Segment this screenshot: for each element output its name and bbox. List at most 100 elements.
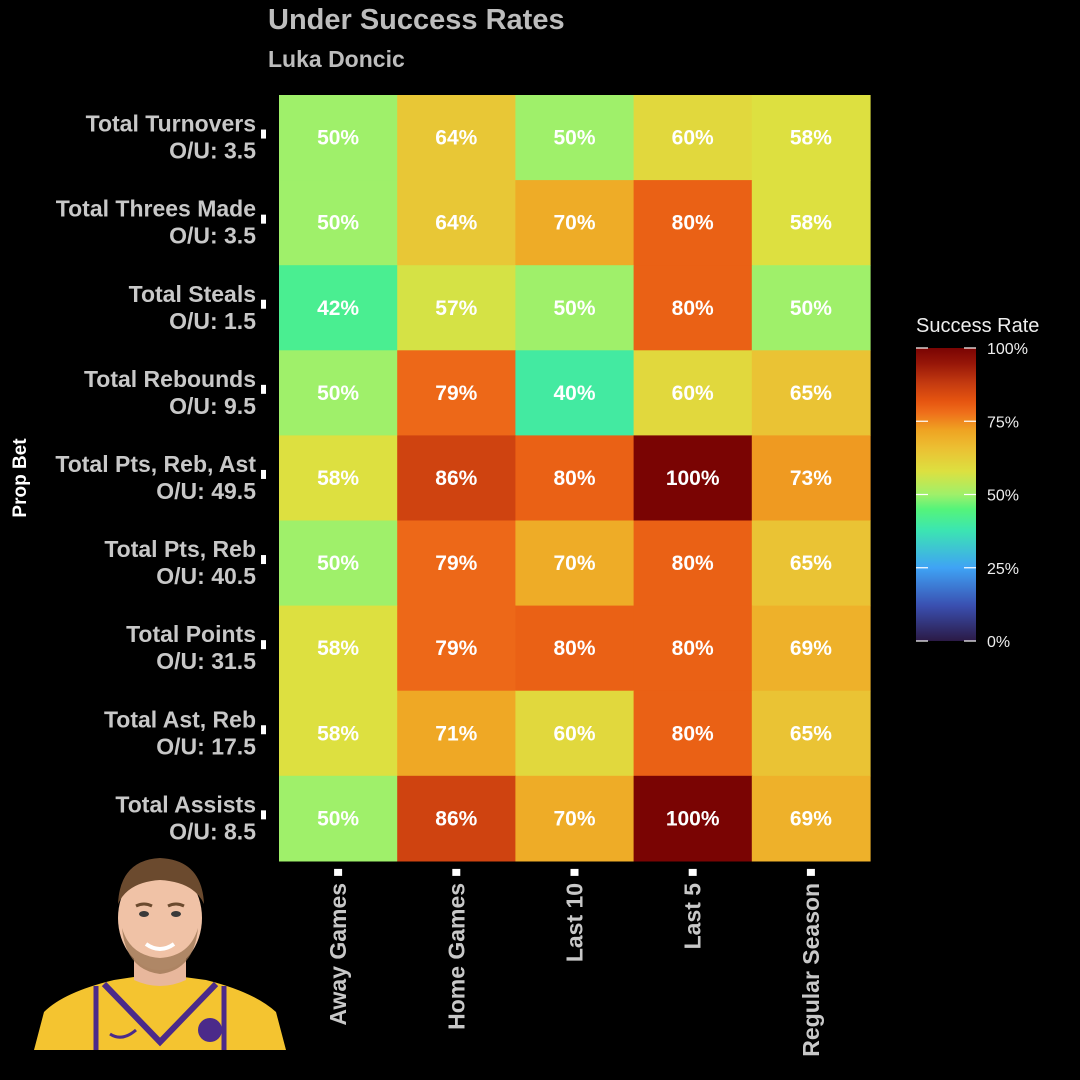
cell-value-label: 79% bbox=[435, 552, 477, 575]
legend-ticks: 0% 25% 50% 75% 100% bbox=[916, 341, 1028, 651]
cell-value-label: 58% bbox=[317, 467, 359, 490]
cell-value-label: 58% bbox=[317, 637, 359, 660]
cell-value-label: 70% bbox=[553, 212, 595, 235]
cell-value-label: 40% bbox=[553, 382, 595, 405]
heatmap-cell bbox=[279, 690, 398, 777]
row-label-name: Total Pts, Reb, Ast bbox=[55, 451, 256, 477]
heatmap-cell bbox=[751, 95, 871, 181]
cell-value-label: 65% bbox=[790, 382, 832, 405]
row-label-line: O/U: 8.5 bbox=[169, 818, 256, 844]
legend-tick-label: 50% bbox=[987, 488, 1019, 505]
row-tick bbox=[261, 725, 266, 735]
cell-value-label: 80% bbox=[672, 297, 714, 320]
row-label-line: O/U: 9.5 bbox=[169, 393, 256, 419]
cell-value-label: 65% bbox=[790, 722, 832, 745]
heatmap-cell bbox=[751, 265, 871, 351]
heatmap-cell bbox=[515, 180, 635, 266]
heatmap-cell bbox=[633, 605, 753, 692]
row-label-line: O/U: 31.5 bbox=[156, 648, 256, 674]
cell-value-label: 42% bbox=[317, 297, 359, 320]
cell-value-label: 60% bbox=[672, 382, 714, 405]
cell-value-label: 71% bbox=[435, 722, 477, 745]
heatmap-cell bbox=[751, 435, 871, 522]
heatmap-cell bbox=[397, 350, 516, 436]
chart-subtitle: Luka Doncic bbox=[268, 46, 405, 72]
column-tick bbox=[806, 868, 815, 876]
heatmap-cell bbox=[397, 95, 516, 181]
legend-title: Success Rate bbox=[916, 315, 1039, 337]
cell-value-label: 58% bbox=[317, 722, 359, 745]
heatmap-cell bbox=[279, 435, 398, 522]
cell-value-label: 80% bbox=[553, 467, 595, 490]
heatmap-cell bbox=[633, 690, 753, 777]
column-tick bbox=[688, 868, 697, 876]
cell-value-label: 50% bbox=[317, 382, 359, 405]
heatmap-cell bbox=[279, 180, 398, 266]
cell-value-label: 58% bbox=[790, 127, 832, 150]
legend-tick-label: 0% bbox=[987, 634, 1010, 651]
heatmap-cell bbox=[279, 95, 398, 181]
row-label-name: Total Steals bbox=[129, 281, 256, 307]
column-tick bbox=[570, 868, 579, 876]
row-tick bbox=[261, 384, 266, 394]
heatmap-cell bbox=[633, 435, 753, 522]
heatmap-cell bbox=[279, 350, 398, 436]
heatmap-cell bbox=[515, 435, 635, 522]
row-label-name: Total Rebounds bbox=[84, 366, 256, 392]
cell-value-label: 80% bbox=[553, 637, 595, 660]
cell-value-label: 86% bbox=[435, 807, 477, 830]
heatmap-cell bbox=[515, 605, 635, 692]
row-label-line: O/U: 40.5 bbox=[156, 563, 256, 589]
heatmap-cell bbox=[279, 605, 398, 692]
cell-value-label: 50% bbox=[317, 127, 359, 150]
cell-value-label: 80% bbox=[672, 212, 714, 235]
heatmap-cell bbox=[633, 180, 753, 266]
cell-value-label: 70% bbox=[553, 552, 595, 575]
heatmap-cell bbox=[397, 775, 516, 862]
cell-value-label: 80% bbox=[672, 722, 714, 745]
heatmap-cell bbox=[397, 435, 516, 522]
heatmap-cell bbox=[515, 265, 635, 351]
row-label-line: O/U: 1.5 bbox=[169, 308, 256, 334]
cell-value-label: 100% bbox=[666, 467, 720, 490]
cell-value-label: 80% bbox=[672, 552, 714, 575]
color-legend: Success Rate 0% 25% 50% 75% 100% bbox=[916, 315, 1039, 651]
heatmap-cell bbox=[515, 690, 635, 777]
legend-tick-label: 25% bbox=[987, 561, 1019, 578]
heatmap-cell bbox=[751, 690, 871, 777]
column-label: Home Games bbox=[443, 883, 469, 1030]
row-label-name: Total Pts, Reb bbox=[104, 536, 256, 562]
heatmap-cell bbox=[633, 520, 753, 607]
row-tick bbox=[261, 640, 266, 650]
heatmap-cell bbox=[633, 95, 753, 181]
heatmap-cell bbox=[279, 520, 398, 607]
row-label-line: O/U: 3.5 bbox=[169, 138, 256, 164]
heatmap-cell bbox=[397, 605, 516, 692]
heatmap-cell bbox=[279, 775, 398, 862]
heatmap-cell bbox=[633, 350, 753, 436]
cell-value-label: 64% bbox=[435, 127, 477, 150]
cell-value-label: 50% bbox=[790, 297, 832, 320]
row-label-name: Total Ast, Reb bbox=[104, 706, 256, 732]
column-label: Away Games bbox=[325, 883, 351, 1026]
row-tick bbox=[261, 469, 266, 479]
cell-value-label: 79% bbox=[435, 637, 477, 660]
chart-title: Under Success Rates bbox=[268, 4, 565, 36]
player-headshot bbox=[34, 858, 286, 1050]
legend-tick-label: 75% bbox=[987, 414, 1019, 431]
heatmap-cell bbox=[751, 180, 871, 266]
heatmap-cells: 50% 64% 50% 60% 58% 50% 64% 70% 80% 58% 42% 57% 50% 8… bbox=[279, 95, 871, 862]
column-labels: Away Games Home Games Last 10 Last 5 Regular… bbox=[325, 868, 824, 1057]
column-tick bbox=[452, 868, 461, 876]
cell-value-label: 50% bbox=[317, 807, 359, 830]
cell-value-label: 58% bbox=[790, 212, 832, 235]
heatmap-cell bbox=[397, 520, 516, 607]
heatmap-cell bbox=[397, 690, 516, 777]
heatmap-cell bbox=[397, 265, 516, 351]
cell-value-label: 50% bbox=[553, 127, 595, 150]
heatmap-cell bbox=[751, 350, 871, 436]
row-tick bbox=[261, 129, 266, 139]
heatmap-cell bbox=[515, 520, 635, 607]
heatmap-cell bbox=[515, 775, 635, 862]
